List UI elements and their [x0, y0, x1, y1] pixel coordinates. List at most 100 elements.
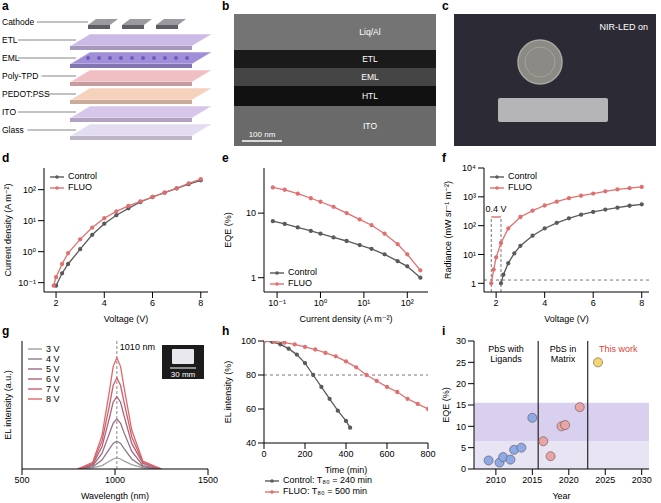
svg-text:15: 15 [456, 400, 466, 410]
svg-text:Liq/Al: Liq/Al [359, 27, 380, 37]
svg-text:2030: 2030 [632, 475, 652, 485]
svg-text:40: 40 [246, 438, 256, 448]
html-text:a: a [2, 0, 9, 13]
svg-text:8: 8 [198, 298, 203, 308]
svg-text:5: 5 [461, 443, 466, 453]
html-text:e: e [222, 151, 229, 165]
svg-text:EML: EML [361, 72, 379, 82]
svg-text:2010: 2010 [486, 475, 506, 485]
svg-text:EL intensity (a.u.): EL intensity (a.u.) [3, 370, 13, 440]
html-text:h: h [222, 324, 230, 338]
svg-text:600: 600 [379, 449, 394, 459]
svg-text:10¹: 10¹ [357, 298, 370, 308]
svg-text:Cathode: Cathode [2, 17, 34, 27]
svg-text:30: 30 [456, 336, 466, 346]
svg-text:ETL: ETL [2, 35, 18, 45]
svg-text:10⁻¹: 10⁻¹ [18, 278, 36, 288]
svg-text:2020: 2020 [559, 475, 579, 485]
svg-text:ETL: ETL [362, 54, 378, 64]
html-text:4 V: 4 V [46, 354, 60, 364]
svg-text:0.4 V: 0.4 V [486, 204, 507, 214]
html-text:8 V: 8 V [46, 394, 60, 404]
svg-text:0: 0 [261, 449, 266, 459]
svg-text:400: 400 [338, 449, 353, 459]
svg-text:10: 10 [456, 422, 466, 432]
svg-text:2: 2 [54, 298, 59, 308]
html-text:FLUO: FLUO [68, 182, 92, 192]
html-text:3 V: 3 V [46, 344, 60, 354]
svg-text:Year: Year [552, 491, 570, 501]
svg-text:Radiance (mW sr⁻¹ m⁻²): Radiance (mW sr⁻¹ m⁻²) [443, 181, 453, 279]
svg-text:800: 800 [420, 449, 435, 459]
html-text:Control: Control [68, 171, 97, 181]
svg-text:10¹: 10¹ [463, 250, 476, 260]
svg-text:EQE (%): EQE (%) [441, 387, 451, 423]
svg-text:Glass: Glass [2, 125, 24, 135]
svg-text:10²: 10² [401, 298, 414, 308]
svg-text:1000: 1000 [105, 475, 125, 485]
svg-text:PbS inMatrix: PbS inMatrix [550, 344, 577, 364]
svg-text:2015: 2015 [522, 475, 542, 485]
svg-text:10²: 10² [463, 221, 476, 231]
svg-text:Current density (A m⁻²): Current density (A m⁻²) [300, 314, 393, 324]
svg-text:PbS withLigands: PbS withLigands [488, 344, 524, 364]
svg-text:6: 6 [591, 298, 596, 308]
svg-text:10⁴: 10⁴ [462, 163, 476, 173]
svg-text:8: 8 [639, 298, 644, 308]
svg-text:0: 0 [461, 464, 466, 474]
svg-text:2025: 2025 [595, 475, 615, 485]
html-text:6 V: 6 V [46, 374, 60, 384]
html-text:FLUO: FLUO [288, 278, 312, 288]
html-text:FLUO: T₈₀ = 500 min: FLUO: T₈₀ = 500 min [283, 486, 368, 496]
svg-text:200: 200 [297, 449, 312, 459]
svg-text:10¹: 10¹ [23, 216, 36, 226]
html-text:Control: T₈₀ = 240 min: Control: T₈₀ = 240 min [283, 475, 373, 485]
svg-text:30 mm: 30 mm [171, 370, 196, 379]
svg-text:10⁰: 10⁰ [314, 298, 328, 308]
svg-text:1: 1 [471, 279, 476, 289]
html-text:g: g [2, 324, 10, 338]
svg-text:NIR-LED on: NIR-LED on [599, 22, 648, 32]
svg-text:ITO: ITO [2, 107, 16, 117]
svg-text:2: 2 [494, 298, 499, 308]
svg-text:This work: This work [599, 344, 638, 354]
svg-text:Voltage (V): Voltage (V) [104, 314, 149, 324]
svg-text:6: 6 [150, 298, 155, 308]
svg-text:4: 4 [542, 298, 547, 308]
html-text:b: b [222, 0, 230, 13]
svg-text:10³: 10³ [463, 192, 476, 202]
svg-text:100: 100 [241, 336, 256, 346]
svg-text:500: 500 [14, 475, 29, 485]
html-text:Control: Control [288, 267, 317, 277]
svg-text:Voltage (V): Voltage (V) [544, 314, 589, 324]
svg-text:25: 25 [456, 358, 466, 368]
svg-text:20: 20 [456, 379, 466, 389]
svg-text:80: 80 [246, 370, 256, 380]
svg-text:60: 60 [246, 404, 256, 414]
svg-text:Poly-TPD: Poly-TPD [2, 71, 38, 81]
svg-text:PEDOT:PSS: PEDOT:PSS [2, 89, 50, 99]
html-text:5 V: 5 V [46, 364, 60, 374]
svg-text:1500: 1500 [198, 475, 218, 485]
svg-text:Wavelength (nm): Wavelength (nm) [81, 491, 149, 501]
html-text:Control: Control [508, 171, 537, 181]
svg-text:Current density (A m⁻²): Current density (A m⁻²) [3, 184, 13, 277]
svg-text:EL intensity (%): EL intensity (%) [223, 361, 233, 424]
svg-text:10⁻¹: 10⁻¹ [268, 298, 286, 308]
svg-text:10⁰: 10⁰ [22, 247, 36, 257]
svg-text:ITO: ITO [363, 121, 377, 131]
html-text:FLUO: FLUO [508, 182, 532, 192]
svg-text:EQE (%): EQE (%) [223, 212, 233, 248]
svg-text:10: 10 [246, 208, 256, 218]
svg-text:HTL: HTL [362, 91, 378, 101]
html-text:d: d [2, 151, 10, 165]
svg-text:Time (min): Time (min) [325, 465, 368, 475]
html-text:c: c [442, 0, 449, 13]
svg-text:1: 1 [251, 273, 256, 283]
svg-text:4: 4 [102, 298, 107, 308]
svg-text:1010 nm: 1010 nm [120, 342, 155, 352]
svg-text:10²: 10² [23, 185, 36, 195]
svg-text:EML: EML [2, 53, 20, 63]
html-text:7 V: 7 V [46, 384, 60, 394]
svg-text:100 nm: 100 nm [249, 130, 276, 139]
